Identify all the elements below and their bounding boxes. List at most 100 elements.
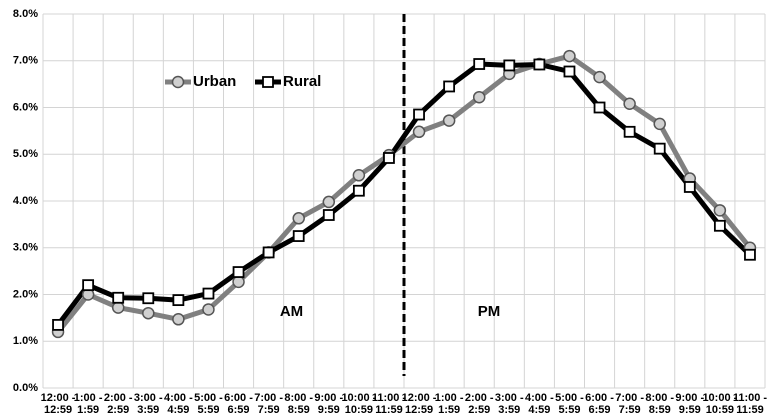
point [744,248,756,261]
point [142,306,155,320]
x-tick-label: 9:00 - [675,392,704,404]
point [142,292,155,305]
x-tick-label: 9:00 - [314,392,343,404]
x-tick-label: 8:59 [649,404,671,416]
point [383,152,395,164]
legend-item: Urban [165,73,236,90]
x-tick-label: 6:00 - [585,392,614,404]
y-tick-label: 7.0% [13,55,38,67]
point [413,108,425,121]
point [503,59,516,72]
point [473,58,486,70]
x-tick-label: 12:59 [44,404,72,416]
x-tick-label: 3:59 [498,404,520,416]
x-tick-label: 11:59 [736,404,764,416]
point [172,294,185,307]
x-tick-label: 5:00 - [194,392,223,404]
point [563,65,576,78]
x-tick-label: 2:00 - [104,392,133,404]
x-tick-label: 8:00 - [284,392,313,404]
point [713,204,727,217]
point [232,266,245,278]
x-tick-label: 3:00 - [134,392,163,404]
x-tick-label: 7:59 [258,404,280,416]
y-tick-label: 8.0% [13,8,38,20]
y-tick-label: 0.0% [13,382,38,394]
x-tick-label: 11:00 - [733,392,768,404]
x-tick-label: 12:00 - [41,392,76,404]
x-tick-label: 10:00 - [341,392,376,404]
point [593,70,606,84]
x-tick-label: 12:00 - [402,392,437,404]
x-tick-label: 5:59 [197,404,219,416]
x-tick-label: 10:59 [706,404,734,416]
x-tick-label: 8:59 [288,404,310,416]
x-tick-label: 10:00 - [702,392,737,404]
point [352,169,366,182]
point [653,117,666,131]
x-tick-label: 9:59 [679,404,701,416]
x-tick-label: 9:59 [318,404,340,416]
point [653,142,666,155]
point [52,318,64,331]
point [292,230,305,242]
x-tick-label: 8:00 - [645,392,674,404]
point [112,291,125,304]
point [172,313,185,326]
point [202,287,215,300]
series-points [52,58,756,331]
point [202,303,215,316]
y-tick-label: 2.0% [13,288,38,300]
point [82,279,95,292]
point [593,101,606,114]
x-tick-label: 4:00 - [164,392,193,404]
point [713,219,726,232]
x-tick-label: 1:59 [438,404,460,416]
point [683,181,696,193]
x-tick-label: 11:59 [375,404,403,416]
point [472,90,486,104]
y-tick-label: 6.0% [13,101,38,113]
legend-marker [171,75,185,89]
point [412,125,426,139]
x-tick-label: 4:00 - [525,392,554,404]
x-tick-label: 5:59 [558,404,580,416]
x-tick-label: 2:59 [468,404,490,416]
point [232,275,245,289]
x-tick-label: 2:59 [107,404,129,416]
point [292,212,305,225]
x-tick-label: 1:59 [77,404,99,416]
x-tick-label: 7:59 [619,404,641,416]
x-tick-label: 10:59 [345,404,373,416]
point [563,49,576,63]
annotation: PM [478,303,501,320]
point [111,301,125,314]
legend-item: Rural [255,73,321,90]
point [533,58,546,71]
x-tick-label: 7:00 - [254,392,283,404]
x-tick-label: 6:00 - [224,392,253,404]
point [623,97,636,111]
point [322,195,336,209]
x-tick-label: 3:00 - [495,392,524,404]
x-tick-label: 6:59 [228,404,250,416]
annotation: AM [280,303,303,320]
x-tick-label: 4:59 [528,404,550,416]
x-tick-label: 2:00 - [465,392,494,404]
y-tick-label: 1.0% [13,335,38,347]
legend-label: Urban [193,73,236,90]
x-tick-label: 6:59 [589,404,611,416]
x-tick-label: 1:00 - [435,392,464,404]
x-tick-label: 5:00 - [555,392,584,404]
x-tick-label: 7:00 - [615,392,644,404]
y-tick-label: 3.0% [13,242,38,254]
point [352,184,365,197]
legend-marker [262,76,274,88]
point [322,209,335,221]
x-tick-label: 12:59 [405,404,433,416]
point [442,114,456,127]
x-tick-label: 4:59 [167,404,189,416]
x-tick-label: 3:59 [137,404,159,416]
point [623,125,636,138]
